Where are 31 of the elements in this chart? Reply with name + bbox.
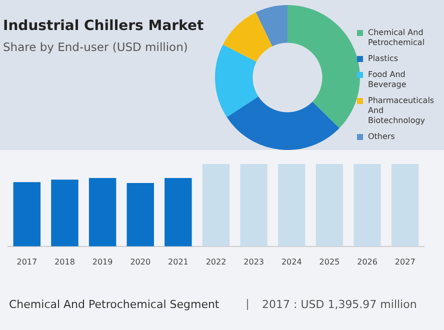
- x-tick-label: 2027: [394, 257, 416, 266]
- x-tick-label: 2024: [281, 257, 302, 266]
- bar: [126, 182, 154, 246]
- text: Share by End-user (USD million): [3, 40, 188, 54]
- x-tick-label: 2025: [319, 257, 340, 266]
- bar: [88, 178, 116, 246]
- legend-label: Others: [368, 132, 395, 142]
- x-tick-label: 2017: [16, 257, 38, 266]
- legend-label: Pharmaceuticals And Biotechnology: [368, 96, 436, 126]
- bar: [278, 164, 306, 246]
- x-tick-label: 2020: [130, 257, 151, 266]
- bar: [240, 164, 268, 246]
- legend-label: Chemical And Petrochemical: [368, 28, 426, 48]
- x-tick-label: 2021: [168, 257, 188, 266]
- bar: [13, 182, 41, 246]
- bar: [354, 164, 381, 246]
- text: 2017 : USD 1,395.97 million: [262, 298, 417, 311]
- x-tick-label: 2026: [357, 257, 378, 266]
- legend-label: Food And Beverage: [368, 70, 408, 90]
- bar: [51, 180, 78, 246]
- bar: [391, 164, 419, 246]
- bar: [202, 164, 230, 246]
- x-tick-label: 2023: [244, 257, 264, 266]
- x-tick-label: 2022: [206, 257, 226, 266]
- text: Industrial Chillers Market: [3, 18, 204, 34]
- x-tick-label: 2019: [92, 257, 113, 266]
- bar: [316, 164, 344, 246]
- legend-label: Plastics: [368, 54, 398, 64]
- text: Chemical And Petrochemical Segment: [9, 298, 220, 311]
- x-tick-label: 2018: [54, 257, 75, 266]
- bar: [164, 178, 192, 246]
